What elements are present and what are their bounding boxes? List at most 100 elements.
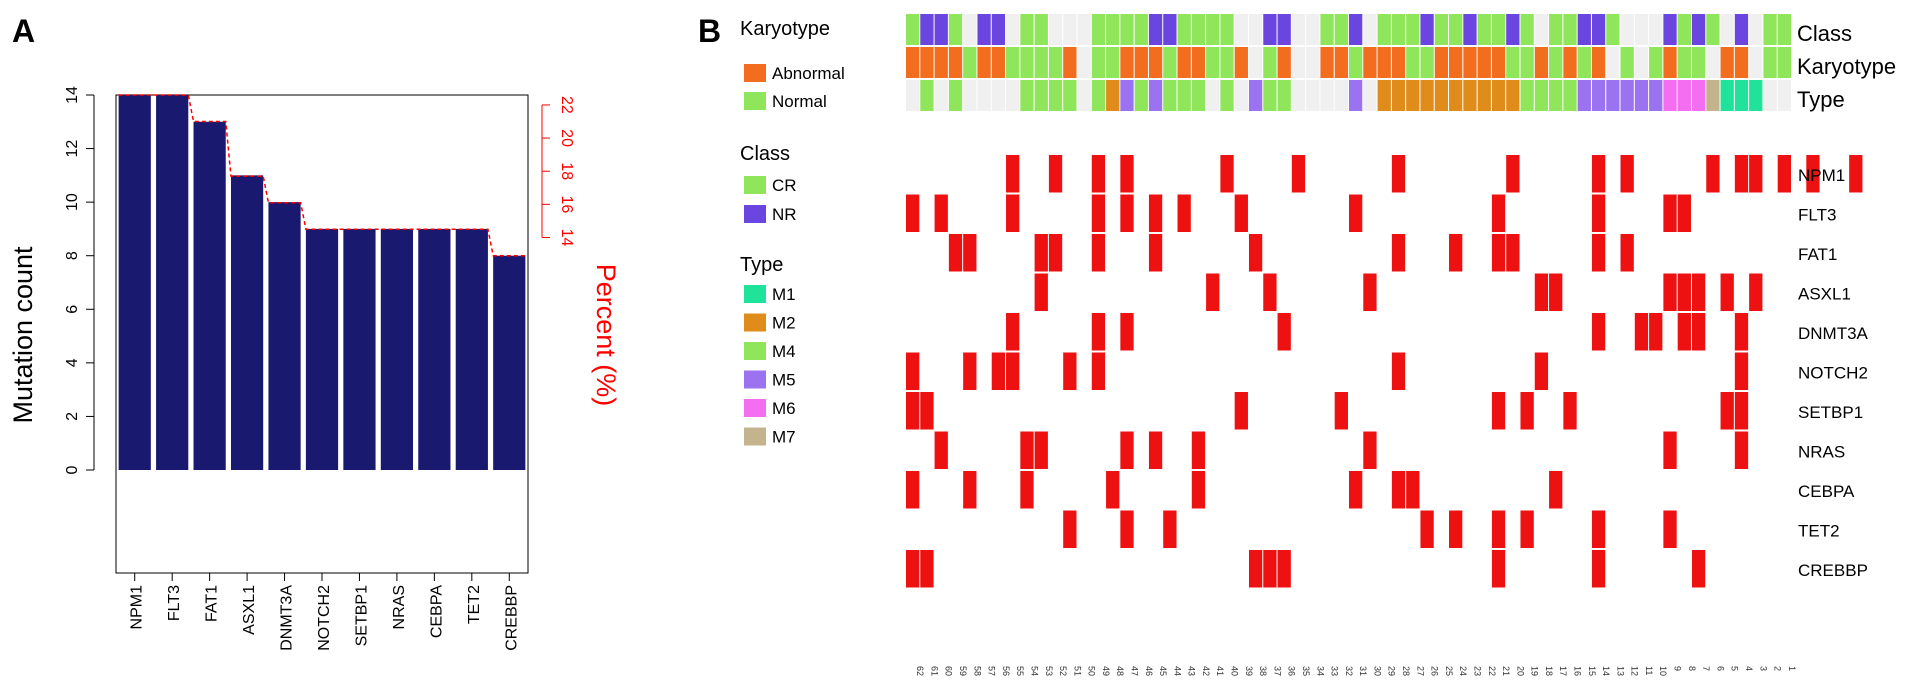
legend-title-karyotype: Karyotype (740, 18, 830, 40)
type-track-cell (991, 80, 1006, 111)
sample-label: 60 (944, 666, 954, 676)
class-track-cell (1463, 14, 1477, 45)
mutation-cell (1063, 352, 1077, 390)
class-track-cell (1148, 14, 1163, 45)
class-track-cell (1620, 14, 1634, 45)
karyotype-track-cell (1263, 47, 1277, 78)
sample-label: 32 (1344, 666, 1354, 676)
type-track-cell (1577, 80, 1591, 111)
type-track-cell (977, 80, 991, 111)
sample-label: 51 (1072, 666, 1082, 676)
mutation-cell (1048, 155, 1063, 193)
mutation-cell (906, 352, 920, 390)
type-track-cell (1563, 80, 1577, 111)
class-track-cell (948, 14, 963, 45)
x-tick-label: SETBP1 (353, 585, 370, 646)
class-track-cell (977, 14, 991, 45)
mutation-cell (1006, 313, 1020, 351)
type-track-cell (963, 80, 977, 111)
mutation-cell (1506, 234, 1520, 272)
mutation-cell (1663, 510, 1677, 548)
karyotype-track-cell (963, 47, 977, 78)
type-track-cell (1234, 80, 1248, 111)
type-track-cell (1320, 80, 1334, 111)
legend-swatch (744, 205, 766, 223)
sample-label: 7 (1701, 666, 1711, 671)
karyotype-track-cell (1491, 47, 1506, 78)
karyotype-track-cell (1349, 47, 1363, 78)
sample-label: 11 (1644, 666, 1654, 675)
mutation-cell (1520, 392, 1534, 430)
sample-label: 29 (1387, 666, 1397, 676)
sample-label: 55 (1015, 666, 1025, 676)
karyotype-track-cell (991, 47, 1006, 78)
mutation-cell (1663, 194, 1677, 232)
class-track-cell (1377, 14, 1391, 45)
bar (193, 121, 226, 471)
mutation-cell (1120, 313, 1134, 351)
class-track-cell (1549, 14, 1563, 45)
bar (455, 228, 488, 470)
class-track-cell (1777, 14, 1791, 45)
type-track-cell (1206, 80, 1220, 111)
sample-label: 16 (1573, 666, 1583, 676)
type-track-cell (1248, 80, 1263, 111)
legend-label: M2 (772, 314, 796, 333)
class-track-cell (1363, 14, 1377, 45)
mutation-cell (1120, 194, 1134, 232)
sample-label: 52 (1058, 666, 1068, 676)
mutation-cell (1691, 273, 1706, 311)
sample-label: 12 (1630, 666, 1640, 676)
mutation-cell (1391, 155, 1406, 193)
mutation-cell (1677, 313, 1691, 351)
mutation-cell (1663, 273, 1677, 311)
sample-label: 6 (1715, 666, 1725, 671)
mutation-cell (1591, 155, 1606, 193)
sample-label: 22 (1487, 666, 1497, 676)
mutation-cell (1063, 510, 1077, 548)
legend-swatch (744, 370, 766, 389)
mutation-cell (1263, 550, 1277, 588)
class-track-cell (1663, 14, 1677, 45)
type-track-cell (906, 80, 920, 111)
mutation-cell (1749, 273, 1763, 311)
karyotype-track-cell (948, 47, 963, 78)
legend-swatch (744, 285, 766, 303)
mutation-cell (934, 194, 948, 232)
class-track-cell (1734, 14, 1749, 45)
sample-label: 53 (1044, 666, 1054, 676)
type-track-cell (1163, 80, 1177, 111)
mutation-cell (1406, 471, 1420, 509)
sample-label: 50 (1087, 666, 1097, 676)
karyotype-track-cell (1220, 47, 1234, 78)
y2-tick-label: 20 (558, 129, 575, 147)
mutation-cell (1220, 155, 1234, 193)
mutation-cell (1191, 431, 1206, 469)
y-tick-label: 6 (64, 305, 81, 314)
sample-label: 61 (929, 666, 939, 676)
mutation-cell (1663, 431, 1677, 469)
karyotype-track-cell (1363, 47, 1377, 78)
sample-label: 47 (1130, 666, 1140, 676)
mutation-cell (1091, 352, 1106, 390)
type-track-cell (1363, 80, 1377, 111)
karyotype-track-cell (920, 47, 934, 78)
gene-label: CREBBP (1798, 561, 1868, 580)
sample-label: 20 (1515, 666, 1525, 676)
karyotype-track-cell (1634, 47, 1649, 78)
mutation-cell (1849, 155, 1863, 193)
class-track-cell (1291, 14, 1306, 45)
karyotype-track-cell (1534, 47, 1549, 78)
type-track-cell (1334, 80, 1348, 111)
class-track-cell (1220, 14, 1234, 45)
sample-label: 27 (1415, 666, 1425, 676)
class-track-cell (1106, 14, 1120, 45)
mutation-cell (1391, 352, 1406, 390)
type-track-cell (1148, 80, 1163, 111)
mutation-cell (1020, 471, 1034, 509)
class-track-cell (1706, 14, 1720, 45)
bar (343, 228, 376, 470)
sample-label: 30 (1372, 666, 1382, 676)
type-track-cell (948, 80, 963, 111)
legend-swatch (744, 399, 766, 417)
